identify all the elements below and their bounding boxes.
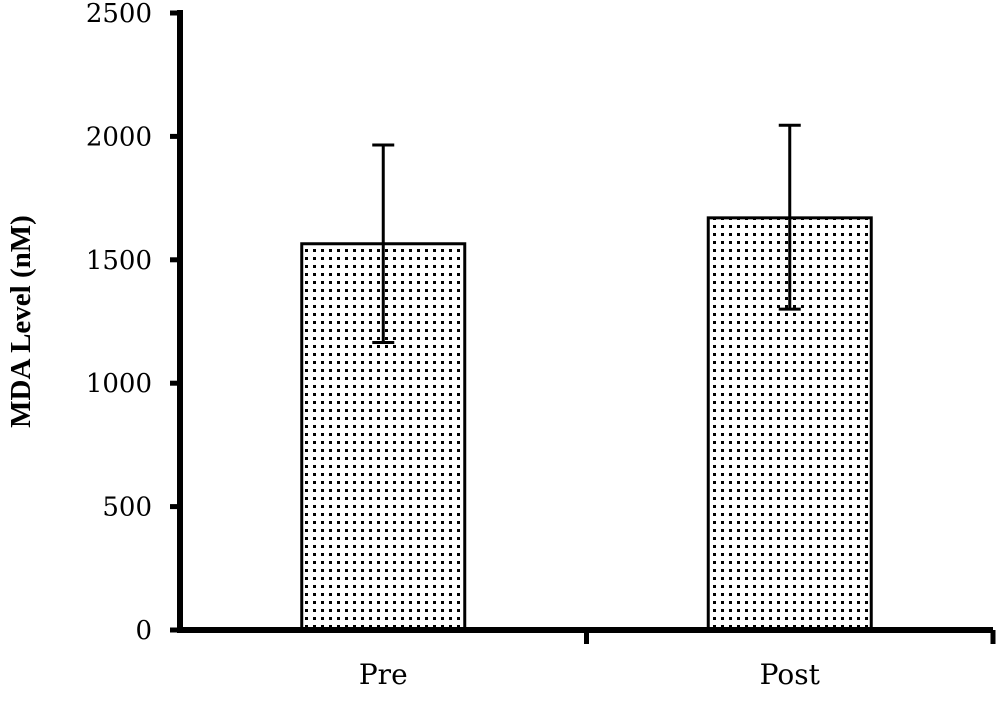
y-tick-label: 2500: [86, 0, 152, 29]
x-category-label: Pre: [359, 658, 408, 691]
y-tick-label: 1500: [86, 246, 152, 276]
y-axis-title: MDA Level (nM): [5, 215, 37, 428]
error-bar-pre: [372, 143, 395, 344]
x-category-label: Post: [760, 658, 821, 691]
y-tick-label: 0: [135, 616, 152, 646]
error-bar-post: [778, 123, 801, 311]
y-tick-label: 2000: [86, 122, 152, 152]
y-tick-label: 500: [102, 493, 152, 523]
y-tick-label: 1000: [86, 369, 152, 399]
